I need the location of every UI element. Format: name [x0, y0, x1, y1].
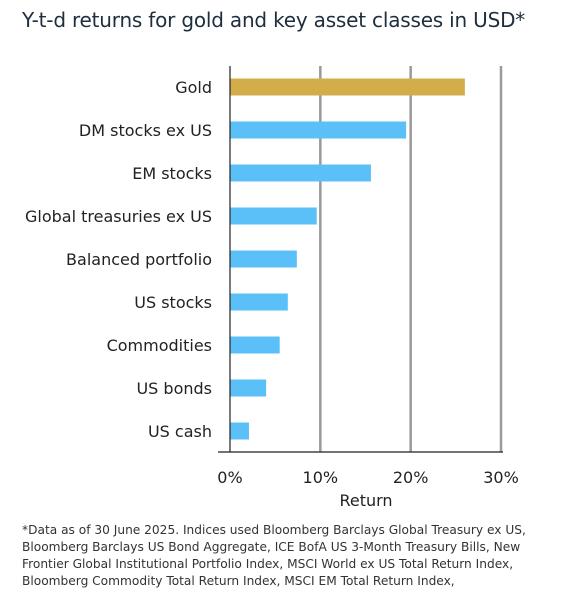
bar-chart: Gold DM stocks ex US EM stocks Global treas… [25, 66, 519, 510]
footnote: *Data as of 30 June 2025. Indices used B… [22, 523, 526, 588]
bar-em-stocks [230, 164, 371, 182]
bar-us-bonds [230, 379, 267, 397]
bar-us-stocks [230, 293, 288, 311]
bar-dm-stocks-ex-us [230, 121, 407, 139]
bars [230, 78, 465, 440]
category-labels: Gold DM stocks ex US EM stocks Global treas… [25, 78, 212, 441]
category-label-gold: Gold [175, 78, 212, 97]
category-label-us-cash: US cash [148, 422, 212, 441]
tick-label-30: 30% [483, 468, 519, 487]
x-axis: 0% 10% 20% 30% [217, 66, 519, 487]
category-label-us-stocks: US stocks [134, 293, 212, 312]
category-label-commodities: Commodities [107, 336, 212, 355]
category-label-dm-stocks-ex-us: DM stocks ex US [79, 121, 212, 140]
category-label-em-stocks: EM stocks [132, 164, 212, 183]
category-label-global-treasuries-ex-us: Global treasuries ex US [25, 207, 212, 226]
category-label-balanced-portfolio: Balanced portfolio [66, 250, 212, 269]
bar-balanced-portfolio [230, 250, 297, 268]
tick-label-0: 0% [217, 468, 242, 487]
bar-global-treasuries-ex-us [230, 207, 317, 225]
tick-label-10: 10% [303, 468, 339, 487]
bar-commodities [230, 336, 280, 354]
chart-title: Y-t-d returns for gold and key asset cla… [22, 8, 526, 32]
tick-label-20: 20% [393, 468, 429, 487]
bar-us-cash [230, 422, 249, 440]
x-axis-label: Return [339, 491, 392, 510]
category-label-us-bonds: US bonds [136, 379, 212, 398]
bar-gold [230, 78, 465, 96]
